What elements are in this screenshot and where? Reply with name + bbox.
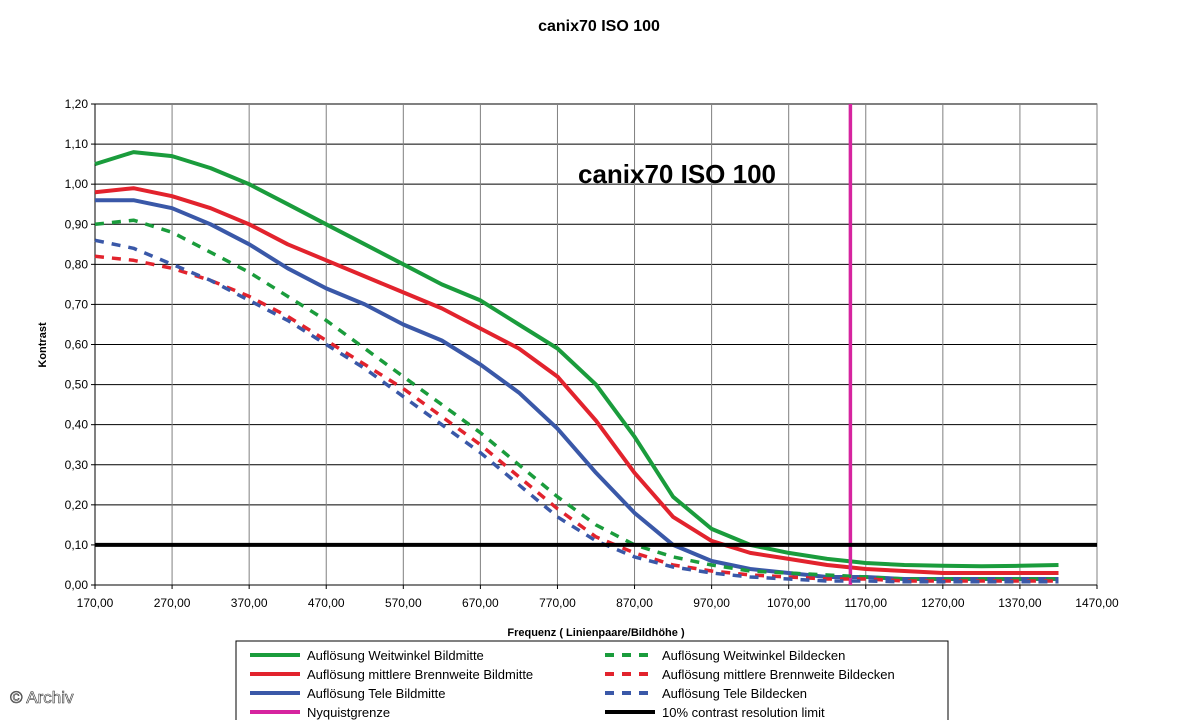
x-tick-label: 970,00 [693,596,730,610]
x-tick-label: 570,00 [385,596,422,610]
x-tick-label: 170,00 [77,596,114,610]
y-tick-label: 0,10 [65,538,89,552]
y-tick-label: 1,20 [65,97,89,111]
legend-label-nyquistgrenze: Nyquistgrenze [307,705,390,720]
y-tick-label: 0,00 [65,578,89,592]
y-tick-label: 0,50 [65,378,89,392]
x-tick-label: 1070,00 [767,596,811,610]
x-tick-label: 1170,00 [845,596,888,610]
series-line-aufl-sung-mittlere-brennweite-bildecken [94,254,1059,583]
y-tick-label: 0,90 [65,217,89,231]
x-tick-label: 370,00 [231,596,268,610]
x-tick-label: 1470,00 [1075,596,1119,610]
legend-box [235,640,949,720]
legend-label-aufl-sung-mittlere-brennweite-bildecken: Auflösung mittlere Brennweite Bildecken [662,667,895,682]
x-tick-label: 470,00 [308,596,345,610]
y-tick-label: 0,30 [65,458,89,472]
x-tick-label: 770,00 [539,596,576,610]
y-tick-label: 1,10 [65,137,89,151]
chart-inner-title: canix70 ISO 100 [578,159,776,189]
x-axis-label: Frequenz ( Linienpaare/Bildhöhe ) [507,627,685,639]
x-tick-label: 870,00 [616,596,653,610]
x-tick-label: 1270,00 [921,596,965,610]
y-axis-label: Kontrast [37,322,49,368]
x-tick-label: 670,00 [462,596,499,610]
series-line-aufl-sung-weitwinkel-bildmitte [94,150,1059,569]
legend-label-aufl-sung-mittlere-brennweite-bildmitte: Auflösung mittlere Brennweite Bildmitte [307,667,533,682]
series-line-aufl-sung-mittlere-brennweite-bildmitte [94,186,1059,575]
series-line-aufl-sung-weitwinkel-bildecken [94,218,1059,581]
legend-label-aufl-sung-tele-bildecken: Auflösung Tele Bildecken [662,686,807,701]
y-tick-label: 1,00 [65,177,89,191]
plot-area: 0,00 0,10 0,20 0,30 0,40 0,50 0,60 0,70 0,80 0,90… [65,97,1119,610]
y-tick-label: 0,80 [65,257,89,271]
series-line-aufl-sung-tele-bildecken [94,238,1059,584]
y-tick-label: 0,20 [65,498,89,512]
chart-title: canix70 ISO 100 [538,18,660,35]
x-tick-label: 1370,00 [998,596,1042,610]
y-tick-label: 0,70 [65,297,89,311]
legend-label-aufl-sung-weitwinkel-bildmitte: Auflösung Weitwinkel Bildmitte [307,648,484,663]
legend-label-10-contrast-resolution-limit: 10% contrast resolution limit [662,705,825,720]
y-tick-label: 0,60 [65,338,89,352]
x-tick-label: 270,00 [154,596,191,610]
legend: Auflösung Weitwinkel Bildmitte Auflösung … [235,640,949,720]
watermark-text: © Archiv [10,688,74,707]
y-tick-label: 0,40 [65,418,89,432]
legend-label-aufl-sung-tele-bildmitte: Auflösung Tele Bildmitte [307,686,446,701]
legend-label-aufl-sung-weitwinkel-bildecken: Auflösung Weitwinkel Bildecken [662,648,845,663]
